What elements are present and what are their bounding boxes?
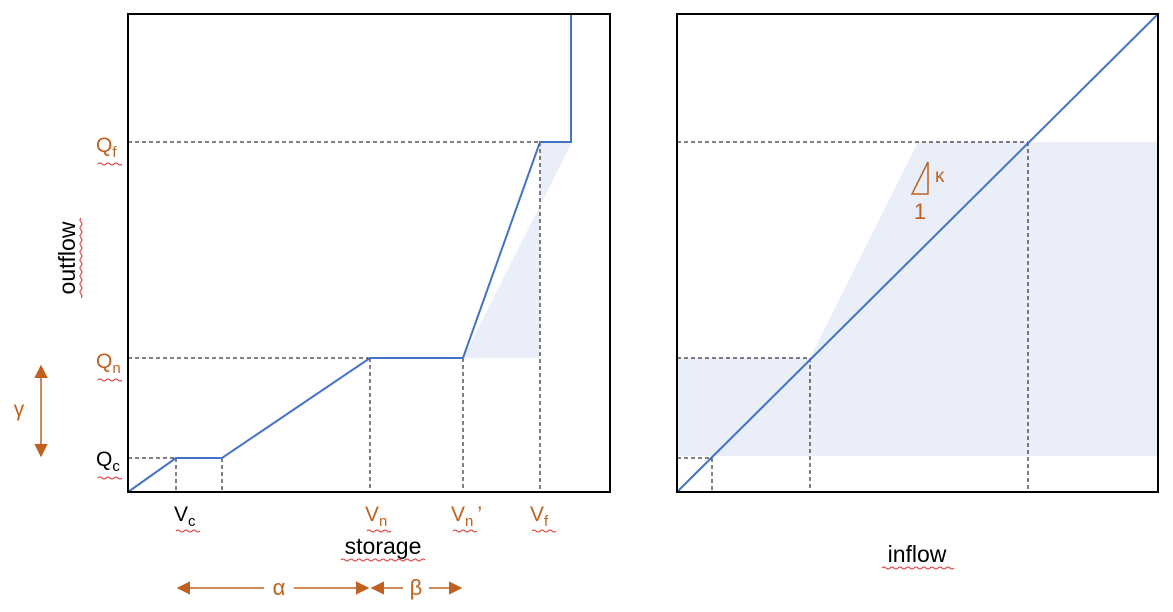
beta-label: β: [410, 575, 423, 600]
left-panel: Qc Qn Qf Vc Vn Vn’ Vf storage out: [14, 13, 611, 600]
v-f-spellcheck-underline: [531, 529, 557, 533]
q-n-spellcheck-underline: [97, 378, 123, 382]
q-c-spellcheck-underline: [97, 476, 123, 480]
v-n-prime-label: Vn’: [451, 503, 482, 530]
q-n-label: Qn: [96, 350, 121, 377]
v-n-prime-spellcheck-underline: [452, 529, 478, 533]
slope-triangle-icon: [910, 161, 929, 195]
left-shaded-region: [463, 142, 572, 358]
alpha-label-bg: [264, 577, 294, 599]
right-lower-band: [677, 358, 1158, 456]
outflow-axis-label: outflow: [54, 221, 80, 294]
v-n-label: Vn: [365, 503, 387, 530]
inflow-spellcheck-underline: [881, 566, 955, 570]
inflow-axis-label: inflow: [888, 541, 947, 567]
right-panel: κ 1 inflow: [676, 13, 1159, 570]
slope-run-label: 1: [914, 199, 926, 224]
q-c-label: Qc: [96, 448, 120, 475]
left-dashed-guides: [128, 141, 541, 492]
left-plot-frame: [127, 13, 611, 493]
alpha-label: α: [273, 575, 286, 600]
gamma-label: γ: [14, 398, 25, 421]
right-upper-region: [810, 142, 1158, 358]
beta-label-bg: [403, 577, 429, 599]
storage-spellcheck-underline: [340, 558, 426, 562]
right-plot-frame: [676, 13, 1159, 493]
v-n-spellcheck-underline: [366, 529, 392, 533]
outflow-spellcheck-underline: [79, 217, 83, 299]
outflow-storage-curve: [127, 14, 572, 493]
q-f-label: Qf: [96, 134, 117, 161]
q-f-spellcheck-underline: [97, 162, 123, 166]
storage-axis-label: storage: [345, 533, 422, 559]
v-c-label: Vc: [174, 503, 196, 530]
v-c-spellcheck-underline: [175, 529, 201, 533]
right-dashed-guides: [677, 141, 1029, 492]
kappa-label: κ: [935, 166, 945, 187]
v-f-label: Vf: [530, 503, 549, 530]
identity-line: [676, 13, 1159, 493]
